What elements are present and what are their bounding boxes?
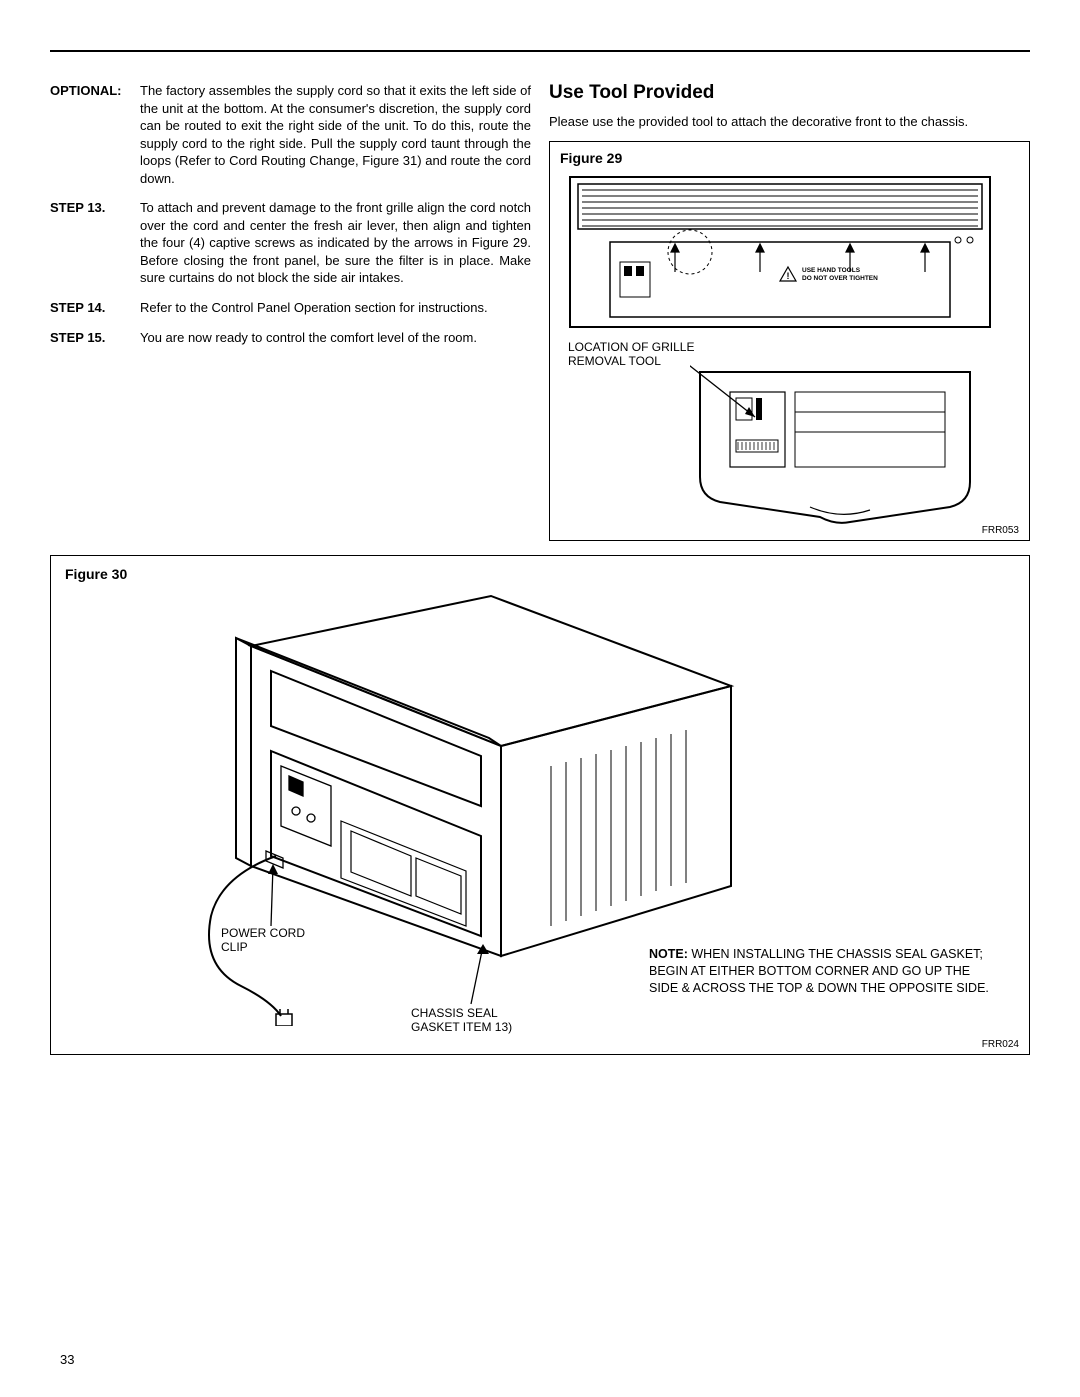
callout-line1: CHASSIS SEAL xyxy=(411,1006,498,1020)
callout-line2: CLIP xyxy=(221,940,248,954)
figure-29-box: Figure 29 xyxy=(549,141,1030,541)
svg-text:!: ! xyxy=(787,271,790,281)
figure-30-callout-2: CHASSIS SEAL GASKET ITEM 13) xyxy=(411,1006,512,1035)
step-text: To attach and prevent damage to the fron… xyxy=(140,199,531,287)
horizontal-rule xyxy=(50,50,1030,52)
step-label: STEP 13. xyxy=(50,199,140,287)
step-text: Refer to the Control Panel Operation sec… xyxy=(140,299,531,317)
badge-line2: DO NOT OVER TIGHTEN xyxy=(802,275,878,282)
unit-detail-svg xyxy=(690,362,990,532)
callout-line1: POWER CORD xyxy=(221,926,305,940)
callout-line2: GASKET ITEM 13) xyxy=(411,1020,512,1034)
step-label: STEP 14. xyxy=(50,299,140,317)
step-15: STEP 15. You are now ready to control th… xyxy=(50,329,531,347)
figure-29-illustration: ! USE HAND TOOLS DO NOT OVER TIGHTEN LOC… xyxy=(560,172,1019,532)
step-label: OPTIONAL: xyxy=(50,82,140,187)
note-label: NOTE: xyxy=(649,947,688,961)
left-column: OPTIONAL: The factory assembles the supp… xyxy=(50,82,531,541)
figure-29-code: FRR053 xyxy=(982,525,1019,536)
step-optional: OPTIONAL: The factory assembles the supp… xyxy=(50,82,531,187)
step-14: STEP 14. Refer to the Control Panel Oper… xyxy=(50,299,531,317)
callout-line1: LOCATION OF GRILLE xyxy=(568,340,694,354)
two-column-layout: OPTIONAL: The factory assembles the supp… xyxy=(50,82,1030,541)
figure-30-label: Figure 30 xyxy=(65,566,1015,582)
figure-29-label: Figure 29 xyxy=(560,150,1019,166)
step-label: STEP 15. xyxy=(50,329,140,347)
note-body: WHEN INSTALLING THE CHASSIS SEAL GASKET;… xyxy=(649,947,989,995)
page-number: 33 xyxy=(60,1352,74,1367)
figure-29-callout: LOCATION OF GRILLE REMOVAL TOOL xyxy=(568,340,694,369)
section-intro: Please use the provided tool to attach t… xyxy=(549,114,1030,129)
badge-line1: USE HAND TOOLS xyxy=(802,267,861,274)
right-column: Use Tool Provided Please use the provide… xyxy=(549,82,1030,541)
step-text: The factory assembles the supply cord so… xyxy=(140,82,531,187)
figure-30-box: Figure 30 xyxy=(50,555,1030,1055)
figure-30-code: FRR024 xyxy=(982,1039,1019,1050)
callout-line2: REMOVAL TOOL xyxy=(568,354,661,368)
figure-30-note: NOTE: WHEN INSTALLING THE CHASSIS SEAL G… xyxy=(649,946,999,997)
step-text: You are now ready to control the comfort… xyxy=(140,329,531,347)
step-13: STEP 13. To attach and prevent damage to… xyxy=(50,199,531,287)
figure-30-callout-1: POWER CORD CLIP xyxy=(221,926,305,955)
section-title: Use Tool Provided xyxy=(549,82,1030,104)
unit-front-svg: ! USE HAND TOOLS DO NOT OVER TIGHTEN xyxy=(560,172,1000,332)
